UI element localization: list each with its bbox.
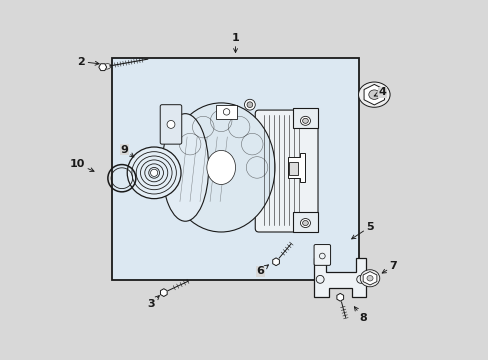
Polygon shape — [99, 64, 106, 71]
FancyBboxPatch shape — [292, 108, 317, 128]
Ellipse shape — [368, 90, 379, 99]
Ellipse shape — [366, 275, 372, 281]
FancyBboxPatch shape — [160, 105, 182, 144]
Ellipse shape — [244, 99, 255, 110]
Text: 4: 4 — [373, 87, 386, 97]
FancyBboxPatch shape — [255, 110, 317, 232]
Polygon shape — [363, 271, 376, 285]
Polygon shape — [314, 258, 366, 297]
Ellipse shape — [246, 102, 252, 108]
Bar — [112, 58, 359, 280]
Ellipse shape — [360, 270, 379, 287]
Ellipse shape — [300, 219, 310, 228]
Ellipse shape — [162, 114, 208, 221]
Polygon shape — [364, 84, 384, 105]
FancyBboxPatch shape — [289, 162, 298, 175]
Text: 9: 9 — [120, 144, 134, 157]
Text: 5: 5 — [351, 222, 373, 239]
Ellipse shape — [302, 221, 308, 226]
Ellipse shape — [167, 103, 274, 232]
Ellipse shape — [300, 116, 310, 125]
Text: 10: 10 — [69, 159, 94, 171]
Polygon shape — [287, 153, 305, 182]
Ellipse shape — [206, 150, 235, 184]
FancyBboxPatch shape — [149, 158, 172, 176]
FancyBboxPatch shape — [292, 212, 317, 232]
Polygon shape — [272, 258, 279, 266]
Text: 7: 7 — [382, 261, 397, 273]
FancyBboxPatch shape — [313, 244, 330, 265]
Ellipse shape — [358, 82, 389, 107]
Text: 2: 2 — [77, 57, 99, 67]
FancyBboxPatch shape — [215, 105, 237, 119]
Text: 6: 6 — [256, 265, 268, 276]
Ellipse shape — [150, 169, 158, 176]
Ellipse shape — [302, 118, 308, 123]
Ellipse shape — [127, 147, 181, 199]
Text: 3: 3 — [147, 296, 159, 309]
Polygon shape — [336, 293, 343, 301]
Polygon shape — [160, 289, 167, 297]
Text: 8: 8 — [354, 307, 366, 323]
Ellipse shape — [103, 64, 111, 69]
Text: 1: 1 — [231, 33, 239, 53]
Ellipse shape — [167, 121, 175, 129]
